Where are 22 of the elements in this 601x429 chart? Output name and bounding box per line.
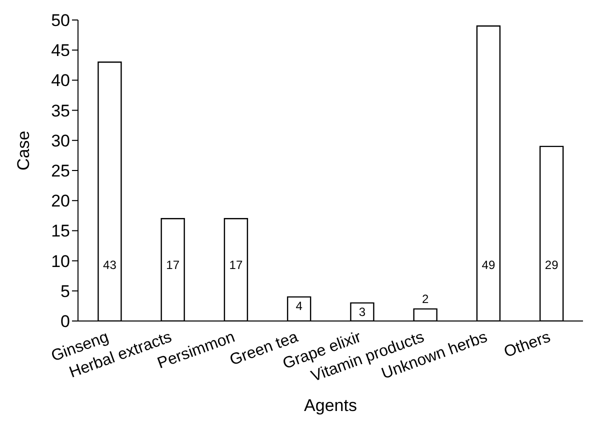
x-axis-title: Agents: [304, 396, 357, 415]
x-tick-label: Others: [502, 328, 553, 362]
y-tick-label: 10: [51, 252, 70, 271]
data-label: 17: [229, 258, 243, 272]
y-tick-label: 5: [60, 282, 70, 301]
data-label: 49: [482, 258, 496, 272]
y-tick-label: 15: [51, 222, 70, 241]
y-tick-label: 35: [51, 101, 70, 120]
y-axis-title: Case: [14, 130, 34, 170]
data-label: 43: [103, 258, 117, 272]
data-label: 17: [166, 258, 180, 272]
data-label: 4: [296, 299, 303, 314]
y-tick-label: 40: [51, 71, 70, 90]
y-tick-label: 20: [51, 192, 70, 211]
data-label: 2: [422, 292, 429, 306]
data-label: 29: [544, 258, 559, 272]
y-tick-label: 50: [51, 11, 70, 30]
y-tick-label: 30: [51, 131, 70, 150]
y-tick-label: 25: [51, 162, 70, 181]
data-label: 3: [358, 305, 366, 320]
y-tick-label: 45: [51, 41, 70, 60]
y-tick-label: 0: [60, 312, 70, 332]
